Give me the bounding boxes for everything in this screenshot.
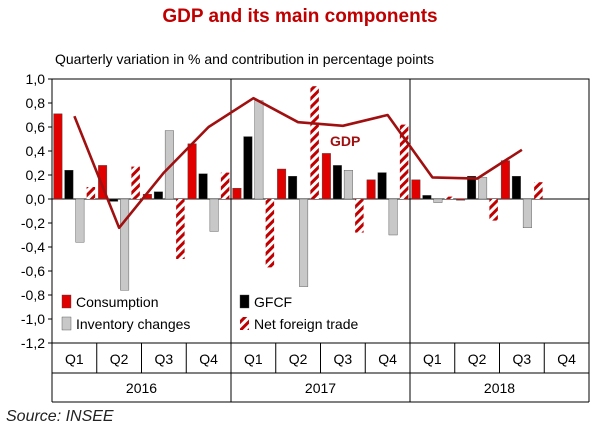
x-tick-label: Q3	[513, 351, 532, 367]
bar-gfcf	[64, 169, 74, 200]
bar-net-foreign-trade	[444, 196, 454, 199]
x-tick-label: Q4	[199, 351, 218, 367]
bar-gfcf	[511, 175, 521, 200]
x-tick-label: Q1	[65, 351, 84, 367]
x-tick-label: Q2	[289, 351, 308, 367]
bar-gfcf	[288, 175, 298, 200]
x-tick-label: Q2	[110, 351, 129, 367]
bar-consumption	[456, 198, 466, 201]
year-label: 2016	[126, 380, 157, 396]
y-tick-label: 0,0	[26, 191, 46, 207]
x-tick-label: Q1	[423, 351, 442, 367]
year-label: 2017	[305, 380, 336, 396]
bar-net-foreign-trade	[220, 172, 230, 199]
bar-inventory-changes	[478, 177, 488, 200]
y-tick-label: 0,6	[26, 119, 46, 135]
y-tick-label: -0,6	[21, 263, 45, 279]
y-tick-label: -0,4	[21, 239, 45, 255]
x-tick-label: Q1	[244, 351, 263, 367]
bar-net-foreign-trade	[355, 199, 364, 233]
x-tick-label: Q4	[557, 351, 576, 367]
bar-net-foreign-trade	[489, 199, 498, 221]
x-tick-label: Q2	[468, 351, 487, 367]
bar-consumption	[500, 160, 510, 200]
legend-swatch	[240, 317, 249, 330]
x-tick-label: Q4	[378, 351, 397, 367]
x-tick-label: Q3	[334, 351, 353, 367]
legend-label: Inventory changes	[76, 316, 190, 332]
year-label: 2018	[484, 380, 515, 396]
bar-consumption	[232, 187, 242, 200]
bar-gfcf	[332, 165, 342, 200]
y-tick-label: -1,2	[21, 335, 45, 351]
bar-net-foreign-trade	[399, 124, 409, 199]
y-tick-label: -0,2	[21, 215, 45, 231]
bar-net-foreign-trade	[310, 86, 319, 199]
bar-net-foreign-trade	[131, 166, 140, 199]
y-tick-label: -1,0	[21, 311, 45, 327]
bar-consumption	[321, 153, 331, 200]
bar-inventory-changes	[299, 198, 309, 287]
chart-subtitle: Quarterly variation in % and contributio…	[55, 51, 434, 67]
y-tick-label: 0,8	[26, 95, 46, 111]
bar-inventory-changes	[522, 198, 532, 228]
bar-net-foreign-trade	[265, 199, 275, 268]
legend-swatch	[61, 294, 72, 309]
bar-inventory-changes	[388, 198, 398, 236]
bar-inventory-changes	[254, 100, 264, 200]
bar-gfcf	[422, 195, 432, 200]
legend-swatch	[239, 294, 250, 309]
bar-inventory-changes	[164, 130, 174, 200]
bar-inventory-changes	[209, 198, 219, 232]
legend-label: Consumption	[76, 294, 159, 310]
bar-consumption	[411, 179, 421, 200]
source-note: Source: INSEE	[6, 408, 114, 425]
bar-gfcf	[198, 173, 208, 200]
gdp-line-label: GDP	[330, 133, 360, 149]
x-tick-label: Q3	[155, 351, 174, 367]
y-tick-label: -0,8	[21, 287, 45, 303]
bar-consumption	[277, 168, 287, 200]
legend-swatch	[61, 316, 72, 331]
bar-inventory-changes	[433, 198, 443, 203]
gdp-line	[73, 96, 523, 230]
bar-consumption	[98, 165, 108, 200]
y-tick-label: 0,4	[26, 143, 46, 159]
legend-label: GFCF	[254, 294, 292, 310]
y-tick-label: 0,2	[26, 167, 46, 183]
bar-inventory-changes	[75, 198, 85, 243]
bar-gfcf	[243, 136, 253, 200]
bar-net-foreign-trade	[534, 182, 543, 199]
bar-gfcf	[153, 191, 163, 200]
bar-gfcf	[377, 172, 387, 200]
bar-inventory-changes	[120, 198, 130, 291]
y-tick-label: 1,0	[26, 71, 46, 87]
bar-gfcf	[109, 198, 119, 202]
legend-label: Net foreign trade	[254, 316, 358, 332]
bar-consumption	[53, 113, 63, 200]
bar-inventory-changes	[343, 169, 353, 200]
bar-gfcf	[467, 175, 477, 200]
bar-consumption	[366, 179, 376, 200]
bar-net-foreign-trade	[176, 199, 185, 259]
chart-title: GDP and its main components	[162, 6, 438, 27]
bar-net-foreign-trade	[86, 187, 96, 199]
bar-consumption	[187, 143, 197, 200]
